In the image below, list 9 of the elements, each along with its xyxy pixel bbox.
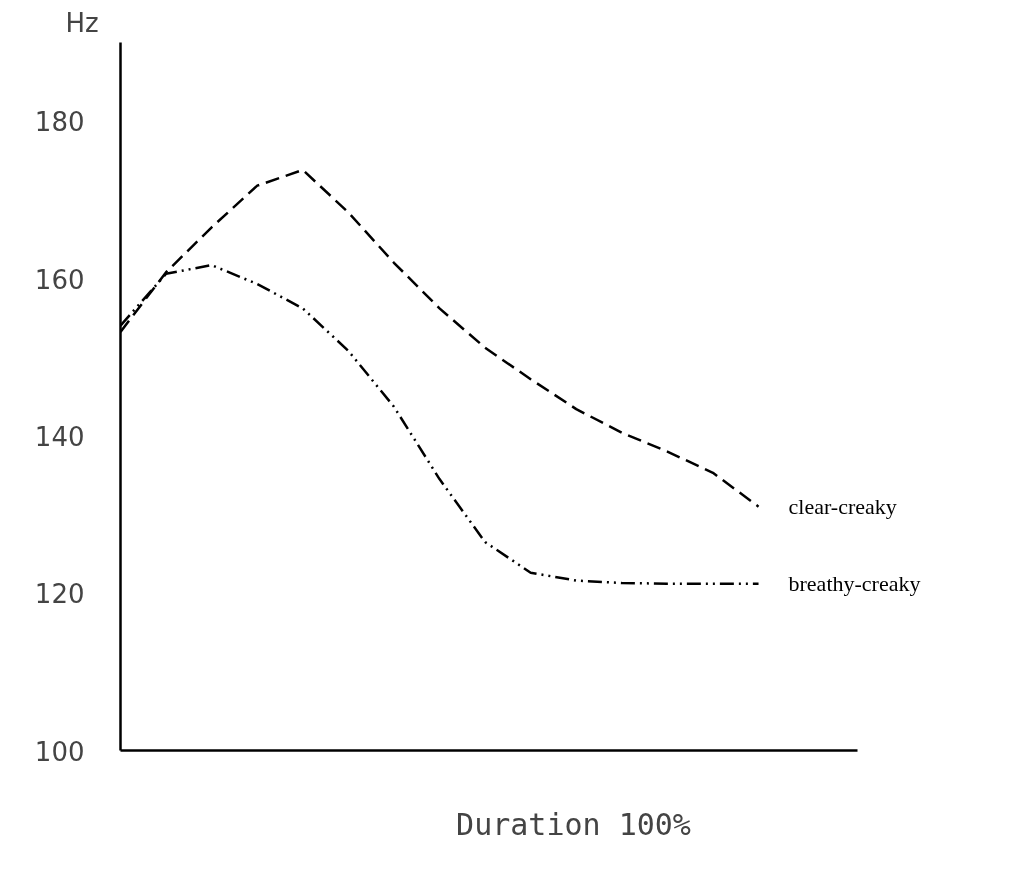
series-label: breathy-creaky bbox=[788, 571, 921, 597]
y-tick-label: 120 bbox=[34, 579, 85, 610]
y-tick-label: 180 bbox=[34, 107, 85, 138]
y-tick-label: 100 bbox=[34, 736, 85, 767]
series-label: clear-creaky bbox=[788, 494, 897, 520]
y-axis-title: Hz bbox=[65, 7, 99, 38]
x-axis-title: Duration 100% bbox=[456, 806, 691, 842]
y-tick-label: 160 bbox=[34, 264, 85, 295]
y-tick-label: 140 bbox=[34, 421, 85, 452]
